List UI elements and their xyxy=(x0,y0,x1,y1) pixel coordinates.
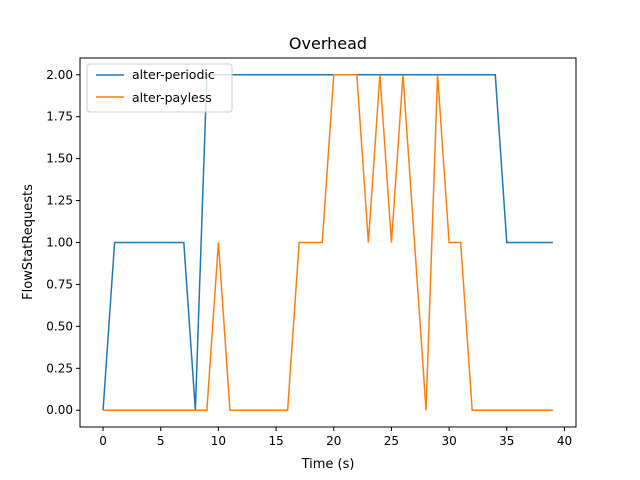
series-line-alter-payless xyxy=(103,74,553,411)
y-tick-label: 0.50 xyxy=(46,319,73,333)
x-tick-label: 5 xyxy=(157,434,165,448)
legend-label-alter-payless: alter-payless xyxy=(132,90,212,105)
y-tick-label: 1.50 xyxy=(46,152,73,166)
legend-box xyxy=(86,63,233,113)
series-line-alter-periodic xyxy=(102,74,553,411)
series-layer xyxy=(102,74,553,411)
x-tick-label: 35 xyxy=(499,434,514,448)
x-axis: 0 5 10 15 20 25 30 35 40 xyxy=(99,427,572,448)
y-tick-label: 1.00 xyxy=(46,236,73,250)
x-tick-label: 30 xyxy=(441,434,456,448)
x-axis-label: Time (s) xyxy=(301,457,355,472)
x-tick-label: 0 xyxy=(99,434,107,448)
chart-title: Overhead xyxy=(289,34,367,53)
y-tick-label: 2.00 xyxy=(46,68,73,82)
y-axis-label: FlowStatRequests xyxy=(21,184,36,300)
legend-label-alter-periodic: alter-periodic xyxy=(132,67,215,82)
legend: alter-periodic alter-payless xyxy=(86,63,233,113)
y-tick-label: 1.75 xyxy=(46,110,73,124)
y-tick-label: 0.25 xyxy=(46,361,73,375)
x-tick-label: 20 xyxy=(326,434,341,448)
y-tick-label: 0.75 xyxy=(46,277,73,291)
x-tick-label: 25 xyxy=(384,434,399,448)
y-tick-label: 1.25 xyxy=(46,194,73,208)
x-tick-label: 15 xyxy=(268,434,283,448)
x-tick-label: 40 xyxy=(557,434,572,448)
x-tick-label: 10 xyxy=(211,434,226,448)
y-tick-label: 0.00 xyxy=(46,403,73,417)
y-axis: 0.00 0.25 0.50 0.75 1.00 1.25 1.50 1.75 2.00 xyxy=(46,68,80,417)
